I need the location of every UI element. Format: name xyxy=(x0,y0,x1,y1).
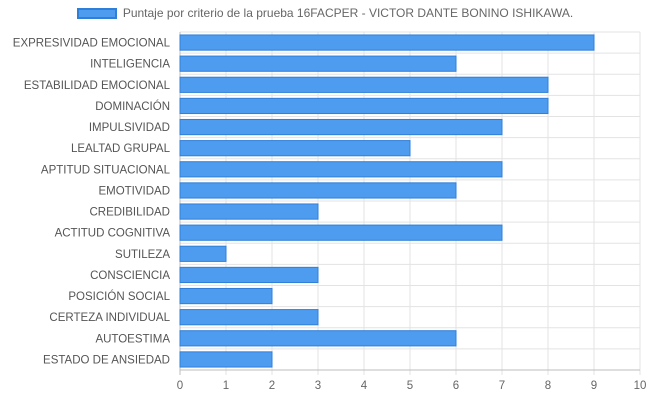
category-label: LEALTAD GRUPAL xyxy=(71,143,171,155)
category-label: ESTABILIDAD EMOCIONAL xyxy=(24,80,171,92)
bar xyxy=(179,76,549,93)
bar xyxy=(179,161,503,178)
bar xyxy=(179,203,319,220)
x-tick-label: 0 xyxy=(177,380,183,392)
bar xyxy=(179,351,273,368)
category-label: CREDIBILIDAD xyxy=(89,207,170,219)
category-label: POSICIÓN SOCIAL xyxy=(68,290,170,303)
x-tick-label: 10 xyxy=(634,380,647,392)
bar xyxy=(179,97,549,115)
x-tick-label: 8 xyxy=(545,380,551,392)
bar xyxy=(179,330,457,347)
bar xyxy=(179,182,457,199)
x-tick-label: 2 xyxy=(269,380,275,392)
x-tick-label: 6 xyxy=(453,380,459,392)
category-label: AUTOESTIMA xyxy=(95,333,170,345)
legend-label: Puntaje por criterio de la prueba 16FACP… xyxy=(122,6,574,20)
bar xyxy=(179,287,273,305)
category-label: SUTILEZA xyxy=(115,249,170,261)
x-tick-label: 5 xyxy=(407,380,413,392)
category-label: INTELIGENCIA xyxy=(90,59,170,71)
category-label: DOMINACIÓN xyxy=(95,100,170,113)
bar xyxy=(179,266,319,284)
x-tick-label: 3 xyxy=(315,380,321,392)
category-label: ESTADO DE ANSIEDAD xyxy=(43,354,170,366)
bar xyxy=(179,34,595,51)
x-tick-label: 9 xyxy=(591,380,597,392)
bar xyxy=(179,309,319,326)
bar xyxy=(179,224,503,241)
category-label: APTITUD SITUACIONAL xyxy=(41,164,171,176)
category-label: EMOTIVIDAD xyxy=(98,185,170,197)
category-label: IMPULSIVIDAD xyxy=(89,122,170,134)
bar xyxy=(179,55,457,72)
category-label: ACTITUD COGNITIVA xyxy=(55,228,171,240)
category-label: EXPRESIVIDAD EMOCIONAL xyxy=(13,38,171,50)
x-tick-label: 1 xyxy=(223,380,229,392)
x-tick-label: 7 xyxy=(499,380,505,392)
bar xyxy=(179,245,227,262)
bar xyxy=(179,118,503,136)
legend-swatch xyxy=(76,7,117,19)
x-tick-label: 4 xyxy=(361,380,368,392)
bar xyxy=(179,140,411,157)
category-label: CONSCIENCIA xyxy=(90,270,170,282)
chart-legend[interactable]: Puntaje por criterio de la prueba 16FACP… xyxy=(0,6,650,20)
category-label: CERTEZA INDIVIDUAL xyxy=(49,312,170,324)
